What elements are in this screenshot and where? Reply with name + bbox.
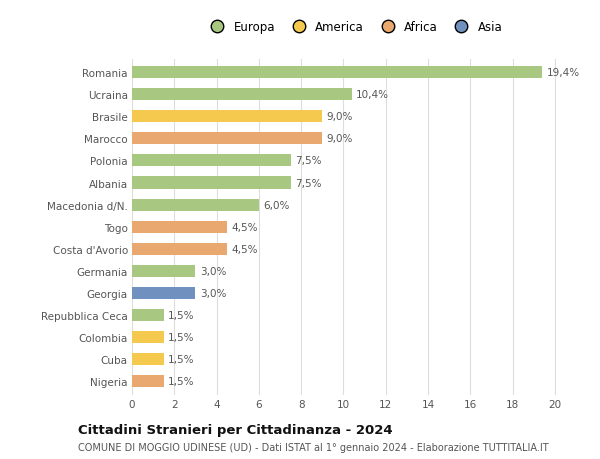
Text: 1,5%: 1,5% (168, 354, 194, 364)
Bar (132, 265, 196, 277)
Bar (132, 243, 227, 255)
Bar (132, 133, 322, 145)
Text: 7,5%: 7,5% (295, 178, 322, 188)
Text: 3,0%: 3,0% (200, 266, 226, 276)
Text: 10,4%: 10,4% (356, 90, 389, 100)
Bar (132, 375, 164, 387)
Text: COMUNE DI MOGGIO UDINESE (UD) - Dati ISTAT al 1° gennaio 2024 - Elaborazione TUT: COMUNE DI MOGGIO UDINESE (UD) - Dati IST… (78, 442, 548, 452)
Bar (132, 89, 352, 101)
Text: 19,4%: 19,4% (547, 68, 580, 78)
Text: 9,0%: 9,0% (326, 112, 353, 122)
Bar (132, 111, 322, 123)
Text: 7,5%: 7,5% (295, 156, 322, 166)
Legend: Europa, America, Africa, Asia: Europa, America, Africa, Asia (200, 16, 508, 39)
Bar (132, 155, 290, 167)
Text: 6,0%: 6,0% (263, 200, 289, 210)
Text: 1,5%: 1,5% (168, 376, 194, 386)
Text: 1,5%: 1,5% (168, 310, 194, 320)
Bar (132, 221, 227, 233)
Bar (132, 309, 164, 321)
Bar (132, 67, 542, 79)
Text: Cittadini Stranieri per Cittadinanza - 2024: Cittadini Stranieri per Cittadinanza - 2… (78, 423, 392, 436)
Text: 3,0%: 3,0% (200, 288, 226, 298)
Bar (132, 331, 164, 343)
Bar (132, 287, 196, 299)
Bar (132, 177, 290, 189)
Text: 9,0%: 9,0% (326, 134, 353, 144)
Text: 4,5%: 4,5% (232, 244, 258, 254)
Text: 4,5%: 4,5% (232, 222, 258, 232)
Bar (132, 199, 259, 211)
Bar (132, 353, 164, 365)
Text: 1,5%: 1,5% (168, 332, 194, 342)
